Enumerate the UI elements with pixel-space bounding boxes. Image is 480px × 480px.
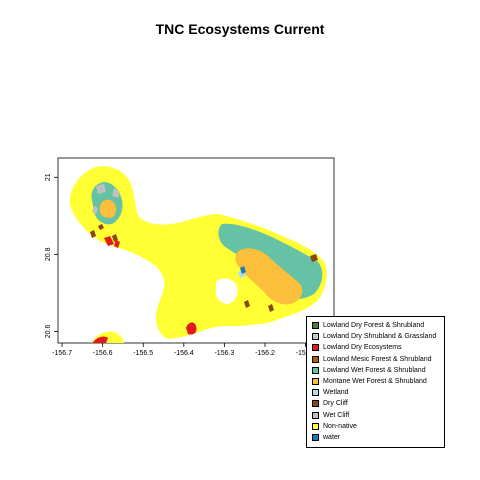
west-maui-dry: [104, 236, 120, 248]
legend-swatch: [312, 355, 319, 363]
legend-swatch: [312, 322, 319, 330]
x-tick-label: -156.3: [214, 350, 234, 357]
plot-frame: [57, 157, 335, 344]
legend-label: Wetland: [323, 389, 349, 397]
legend-label: Lowland Dry Ecosystems: [323, 344, 402, 352]
legend-swatch: [312, 389, 319, 397]
legend-label: Lowland Dry Forest & Shrubland: [323, 322, 425, 330]
legend-item: Lowland Dry Forest & Shrubland: [312, 320, 440, 331]
east-maui-montane: [235, 248, 303, 305]
map-title: TNC Ecosystems Current: [155, 21, 325, 37]
legend-label: Wet Cliff: [323, 411, 350, 419]
y-tick-label: 20.6: [45, 325, 52, 339]
legend-label: Lowland Mesic Forest & Shrubland: [323, 355, 432, 363]
legend-item: Wet Cliff: [312, 410, 440, 421]
central-white-area: [215, 278, 238, 304]
island-map: [69, 166, 327, 343]
legend-swatch: [312, 411, 319, 419]
land-non-native: [69, 166, 327, 339]
legend-label: water: [323, 433, 341, 441]
legend-item: water: [312, 432, 440, 443]
legend-swatch: [312, 366, 319, 374]
west-maui-cliffs: [92, 184, 120, 214]
legend-swatch: [312, 400, 319, 408]
y-axis: 20.6 20.8 21: [45, 173, 58, 338]
x-tick-label: -156.7: [52, 350, 72, 357]
x-tick-label: -156.2: [255, 350, 275, 357]
legend: Lowland Dry Forest & Shrubland Lowland Dr…: [306, 316, 445, 448]
x-tick-label: -156.1: [296, 350, 316, 357]
legend-item: Lowland Dry Ecosystems: [312, 342, 440, 353]
legend-item: Non-native: [312, 421, 440, 432]
legend-item: Lowland Mesic Forest & Shrubland: [312, 354, 440, 365]
water-patch: [240, 266, 246, 274]
legend-item: Lowland Wet Forest & Shrubland: [312, 365, 440, 376]
legend-swatch: [312, 433, 319, 441]
x-axis: -156.7 -156.6 -156.5 -156.4 -156.3 -156.2 -156…: [52, 343, 316, 357]
legend-label: Montane Wet Forest & Shrubland: [323, 378, 427, 386]
legend-label: Non-native: [323, 422, 357, 430]
south-dry-ecosystem: [186, 322, 197, 335]
y-tick-label: 20.8: [45, 247, 52, 261]
legend-label: Lowland Dry Shrubland & Grassland: [323, 333, 437, 341]
legend-item: Lowland Dry Shrubland & Grassland: [312, 331, 440, 342]
legend-swatch: [312, 378, 319, 386]
x-tick-label: -156.5: [133, 350, 153, 357]
lanai-dry-ecosystem: [92, 336, 108, 343]
legend-item: Dry Cliff: [312, 398, 440, 409]
legend-item: Montane Wet Forest & Shrubland: [312, 376, 440, 387]
legend-label: Lowland Wet Forest & Shrubland: [323, 366, 426, 374]
x-tick-label: -156.4: [174, 350, 194, 357]
legend-swatch: [312, 344, 319, 352]
west-maui-dry-cliff: [90, 224, 118, 242]
legend-item: Wetland: [312, 387, 440, 398]
legend-swatch: [312, 422, 319, 430]
legend-label: Dry Cliff: [323, 400, 348, 408]
x-tick-label: -156.6: [93, 350, 113, 357]
legend-swatch: [312, 333, 319, 341]
west-maui-montane: [99, 199, 117, 219]
y-tick-label: 21: [45, 173, 52, 181]
